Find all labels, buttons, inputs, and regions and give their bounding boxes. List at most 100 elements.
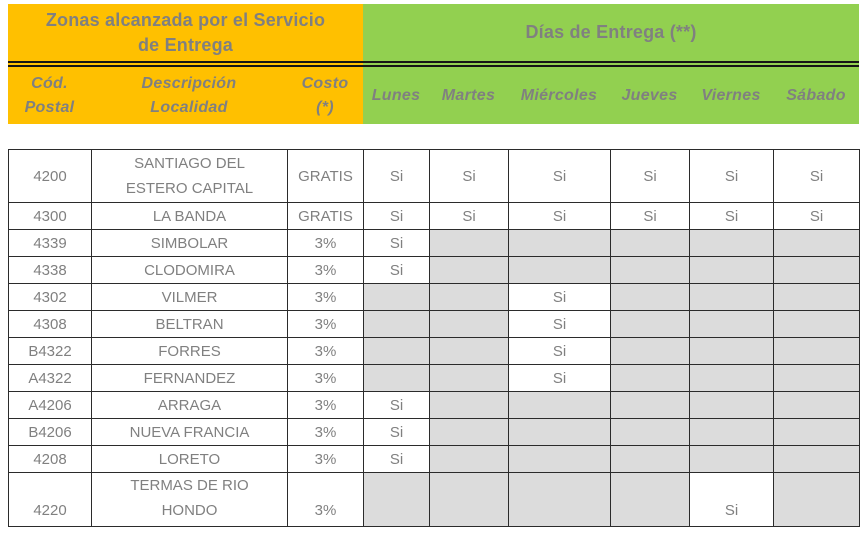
day-cell — [610, 310, 690, 338]
table-row: 4339 SIMBOLAR 3% Si — [8, 229, 860, 257]
cod-postal-cell: A4206 — [8, 391, 92, 419]
localidad-cell: SANTIAGO DEL ESTERO CAPITAL — [91, 149, 288, 203]
localidad-cell: SIMBOLAR — [91, 229, 288, 257]
costo-cell: 3% — [287, 472, 364, 527]
day-cell — [689, 418, 774, 446]
day-cell: Si — [508, 337, 611, 365]
costo-cell: 3% — [287, 391, 364, 419]
day-cell — [773, 337, 860, 365]
day-cell — [363, 283, 430, 311]
col-header-miercoles: Miércoles — [508, 67, 610, 124]
day-cell: Si — [689, 202, 774, 230]
day-cell — [363, 364, 430, 392]
day-cell — [429, 472, 509, 527]
cod-postal-cell: 4220 — [8, 472, 92, 527]
cod-postal-cell: 4339 — [8, 229, 92, 257]
localidad-cell: LA BANDA — [91, 202, 288, 230]
day-cell: Si — [363, 391, 430, 419]
day-cell: Si — [610, 202, 690, 230]
day-cell — [610, 337, 690, 365]
col-header-lunes: Lunes — [363, 67, 429, 124]
day-cell — [689, 445, 774, 473]
day-cell: Si — [508, 202, 611, 230]
day-cell: Si — [363, 202, 430, 230]
table-row: 4220 TERMAS DE RIO HONDO 3% Si — [8, 472, 860, 527]
costo-cell: 3% — [287, 310, 364, 338]
day-cell: Si — [363, 256, 430, 284]
day-cell — [689, 229, 774, 257]
localidad-cell: CLODOMIRA — [91, 256, 288, 284]
day-cell — [363, 472, 430, 527]
col-header-cod-postal: Cód. Postal — [8, 67, 91, 124]
day-cell: Si — [508, 149, 611, 203]
costo-cell: 3% — [287, 337, 364, 365]
table-row: 4200 SANTIAGO DEL ESTERO CAPITAL GRATIS Si S… — [8, 149, 860, 203]
day-cell — [429, 256, 509, 284]
cod-postal-cell: B4322 — [8, 337, 92, 365]
day-cell — [429, 310, 509, 338]
day-cell: Si — [508, 310, 611, 338]
table-row: A4322 FERNANDEZ 3% Si — [8, 364, 860, 392]
cod-postal-cell: 4200 — [8, 149, 92, 203]
day-cell: Si — [610, 149, 690, 203]
table-row: 4302 VILMER 3% Si — [8, 283, 860, 311]
day-cell — [773, 472, 860, 527]
day-cell — [773, 445, 860, 473]
day-cell — [773, 229, 860, 257]
localidad-cell: NUEVA FRANCIA — [91, 418, 288, 446]
day-cell — [689, 283, 774, 311]
col-header-martes: Martes — [429, 67, 508, 124]
day-cell — [429, 445, 509, 473]
days-header-title: Días de Entrega (**) — [363, 4, 859, 61]
localidad-cell: FERNANDEZ — [91, 364, 288, 392]
zones-header-title: Zonas alcanzada por el Servicio de Entre… — [8, 4, 363, 61]
costo-cell: GRATIS — [287, 202, 364, 230]
cod-postal-cell: 4300 — [8, 202, 92, 230]
day-cell: Si — [508, 364, 611, 392]
day-cell — [429, 283, 509, 311]
cod-postal-cell: A4322 — [8, 364, 92, 392]
day-cell — [508, 391, 611, 419]
day-cell — [610, 229, 690, 257]
table-row: A4206 ARRAGA 3% Si — [8, 391, 860, 419]
day-cell: Si — [773, 202, 860, 230]
day-cell — [508, 445, 611, 473]
cod-postal-cell: 4302 — [8, 283, 92, 311]
costo-cell: 3% — [287, 364, 364, 392]
day-cell — [429, 337, 509, 365]
day-cell — [610, 391, 690, 419]
day-cell — [363, 310, 430, 338]
costo-cell: 3% — [287, 418, 364, 446]
day-cell — [429, 229, 509, 257]
day-cell — [508, 256, 611, 284]
localidad-cell: LORETO — [91, 445, 288, 473]
day-cell — [508, 472, 611, 527]
table-row: B4206 NUEVA FRANCIA 3% Si — [8, 418, 860, 446]
day-cell — [773, 256, 860, 284]
col-header-descripcion-localidad: Descripción Localidad — [91, 67, 287, 124]
col-header-viernes: Viernes — [689, 67, 773, 124]
day-cell — [773, 364, 860, 392]
day-cell: Si — [508, 283, 611, 311]
day-cell — [429, 418, 509, 446]
day-cell: Si — [363, 418, 430, 446]
day-cell — [363, 337, 430, 365]
zones-sheet: Zonas alcanzada por el Servicio de Entre… — [8, 4, 860, 527]
day-cell: Si — [689, 472, 774, 527]
day-cell: Si — [363, 445, 430, 473]
col-header-costo: Costo (*) — [287, 67, 363, 124]
day-cell: Si — [363, 229, 430, 257]
localidad-cell: VILMER — [91, 283, 288, 311]
costo-cell: 3% — [287, 256, 364, 284]
day-cell — [610, 283, 690, 311]
day-cell — [773, 283, 860, 311]
day-cell — [689, 310, 774, 338]
header-double-rule-right — [363, 61, 859, 67]
day-cell — [610, 472, 690, 527]
day-cell — [773, 418, 860, 446]
day-cell — [429, 364, 509, 392]
day-cell — [610, 418, 690, 446]
table-row: B4322 FORRES 3% Si — [8, 337, 860, 365]
table-header: Zonas alcanzada por el Servicio de Entre… — [8, 4, 859, 124]
day-cell — [689, 364, 774, 392]
